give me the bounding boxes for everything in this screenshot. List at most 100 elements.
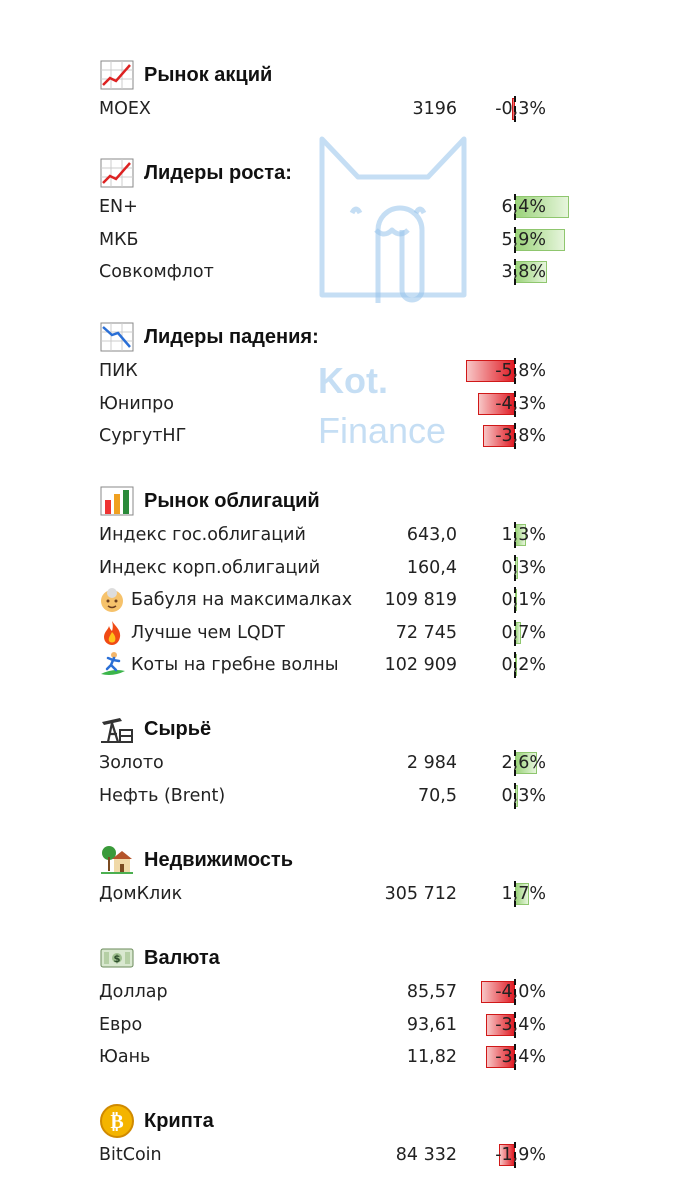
row-label-text: Коты на гребне волны bbox=[131, 655, 339, 676]
data-row: Бабуля на максималках 109 819 0,1% bbox=[0, 585, 681, 615]
row-label: Юань bbox=[99, 1042, 150, 1072]
chart-increasing-icon bbox=[100, 60, 136, 90]
svg-text:₿: ₿ bbox=[110, 1109, 123, 1133]
row-label-text: Индекс корп.облигаций bbox=[99, 557, 321, 578]
row-value: 305 712 bbox=[384, 884, 457, 904]
row-label: Совкомфлот bbox=[99, 257, 214, 287]
row-label-text: Евро bbox=[99, 1014, 143, 1035]
row-value: 3196 bbox=[412, 99, 457, 119]
row-label-text: Индекс гос.облигаций bbox=[99, 525, 306, 545]
row-label: Золото bbox=[99, 748, 164, 778]
row-change-percent: 1,7% bbox=[501, 884, 546, 904]
row-label-text: ПИК bbox=[99, 361, 138, 381]
data-row: Юань 11,82 -3,4% bbox=[0, 1042, 681, 1072]
old-woman-icon bbox=[99, 585, 131, 615]
row-label-text: ДомКлик bbox=[99, 884, 183, 904]
data-row: Индекс корп.облигаций 160,4 0,3% bbox=[0, 553, 681, 583]
row-value: 70,5 bbox=[418, 785, 457, 806]
zero-axis-line bbox=[514, 782, 516, 809]
data-row: Совкомфлот 3,8% bbox=[0, 257, 681, 287]
zero-axis-line bbox=[514, 194, 516, 220]
row-label-text: BitCoin bbox=[99, 1145, 162, 1165]
row-change-percent: -0,3% bbox=[495, 99, 546, 119]
section-title-text: Рынок акций bbox=[144, 63, 273, 86]
row-change-percent: 0,3% bbox=[501, 557, 546, 578]
data-row: ДомКлик 305 712 1,7% bbox=[0, 879, 681, 909]
row-change-percent: 0,1% bbox=[501, 590, 546, 611]
zero-axis-line bbox=[514, 1044, 516, 1071]
row-change-percent: -3,8% bbox=[495, 426, 546, 447]
data-row: BitCoin 84 332 -1,9% bbox=[0, 1140, 681, 1170]
row-value: 93,61 bbox=[406, 1014, 457, 1035]
data-row: Лучше чем LQDT 72 745 0,7% bbox=[0, 618, 681, 648]
section-title-text: Недвижимость bbox=[144, 848, 294, 871]
row-label: Индекс гос.облигаций bbox=[99, 520, 306, 550]
row-change-percent: -3,4% bbox=[495, 1014, 546, 1035]
section-title-text: Лидеры роста: bbox=[144, 161, 292, 184]
row-label: Бабуля на максималках bbox=[99, 585, 352, 615]
row-value: 160,4 bbox=[406, 557, 457, 578]
row-label: Индекс корп.облигаций bbox=[99, 553, 320, 583]
row-value: 643,0 bbox=[406, 525, 457, 545]
section-title-text: Крипта bbox=[144, 1109, 214, 1132]
row-label-text: Бабуля на максималках bbox=[131, 590, 353, 611]
row-value: 72 745 bbox=[395, 622, 457, 643]
section-title: $ Валюта bbox=[100, 943, 220, 973]
row-change-percent: 0,3% bbox=[501, 785, 546, 806]
row-change-percent: 0,7% bbox=[501, 622, 546, 643]
bar-chart-icon bbox=[100, 486, 136, 516]
zero-axis-line bbox=[514, 652, 516, 679]
row-label-text: Нефть (Brent) bbox=[99, 785, 226, 806]
section-title-text: Сырьё bbox=[144, 717, 212, 740]
zero-axis-line bbox=[514, 96, 516, 122]
row-change-percent: 3,8% bbox=[501, 262, 546, 283]
zero-axis-line bbox=[514, 226, 516, 253]
row-value: 11,82 bbox=[406, 1047, 457, 1068]
row-change-percent: -5,8% bbox=[495, 361, 546, 381]
section-title: Рынок облигаций bbox=[100, 486, 320, 516]
zero-axis-line bbox=[514, 619, 516, 646]
data-row: Доллар 85,57 -4,0% bbox=[0, 977, 681, 1007]
section-title-text: Валюта bbox=[144, 946, 220, 969]
row-change-percent: 0,2% bbox=[501, 655, 546, 676]
row-value: 109 819 bbox=[384, 590, 457, 611]
svg-text:$: $ bbox=[114, 954, 121, 965]
row-label: Нефть (Brent) bbox=[99, 781, 225, 811]
section-title: Лидеры падения: bbox=[100, 322, 319, 352]
data-row: Индекс гос.облигаций 643,0 1,3% bbox=[0, 520, 681, 550]
row-value: 84 332 bbox=[395, 1145, 457, 1165]
data-row: СургутНГ -3,8% bbox=[0, 421, 681, 451]
section-title: Рынок акций bbox=[100, 60, 272, 90]
row-label: ДомКлик bbox=[99, 879, 182, 909]
row-change-percent: -1,9% bbox=[495, 1145, 546, 1165]
data-row: Золото 2 984 2,6% bbox=[0, 748, 681, 778]
row-value: 2 984 bbox=[406, 753, 457, 773]
surfer-icon bbox=[99, 650, 131, 680]
zero-axis-line bbox=[514, 1142, 516, 1168]
bitcoin-coin-icon: ₿ bbox=[100, 1104, 136, 1138]
zero-axis-line bbox=[514, 587, 516, 614]
section-title-text: Лидеры падения: bbox=[144, 325, 319, 348]
banknote-icon: $ bbox=[100, 943, 136, 973]
row-change-percent: -4,3% bbox=[495, 393, 546, 414]
section-title: Сырьё bbox=[100, 714, 211, 744]
row-label-text: Доллар bbox=[99, 982, 168, 1002]
zero-axis-line bbox=[514, 750, 516, 776]
section-title: ₿ Крипта bbox=[100, 1104, 214, 1138]
section-title-text: Рынок облигаций bbox=[144, 489, 320, 512]
zero-axis-line bbox=[514, 1011, 516, 1038]
row-label-text: Юань bbox=[99, 1047, 151, 1068]
row-change-percent: 6,4% bbox=[501, 197, 546, 217]
zero-axis-line bbox=[514, 423, 516, 450]
data-row: Евро 93,61 -3,4% bbox=[0, 1010, 681, 1040]
zero-axis-line bbox=[514, 390, 516, 417]
row-label-text: Золото bbox=[99, 753, 164, 773]
row-label-text: Совкомфлот bbox=[99, 262, 214, 283]
row-label: Лучше чем LQDT bbox=[99, 618, 285, 648]
row-label: Доллар bbox=[99, 977, 168, 1007]
data-row: Юнипро -4,3% bbox=[0, 389, 681, 419]
fire-icon bbox=[99, 618, 131, 648]
chart-decreasing-icon bbox=[100, 322, 136, 352]
row-label-text: MOEX bbox=[99, 99, 151, 119]
row-change-percent: -4,0% bbox=[495, 982, 546, 1002]
